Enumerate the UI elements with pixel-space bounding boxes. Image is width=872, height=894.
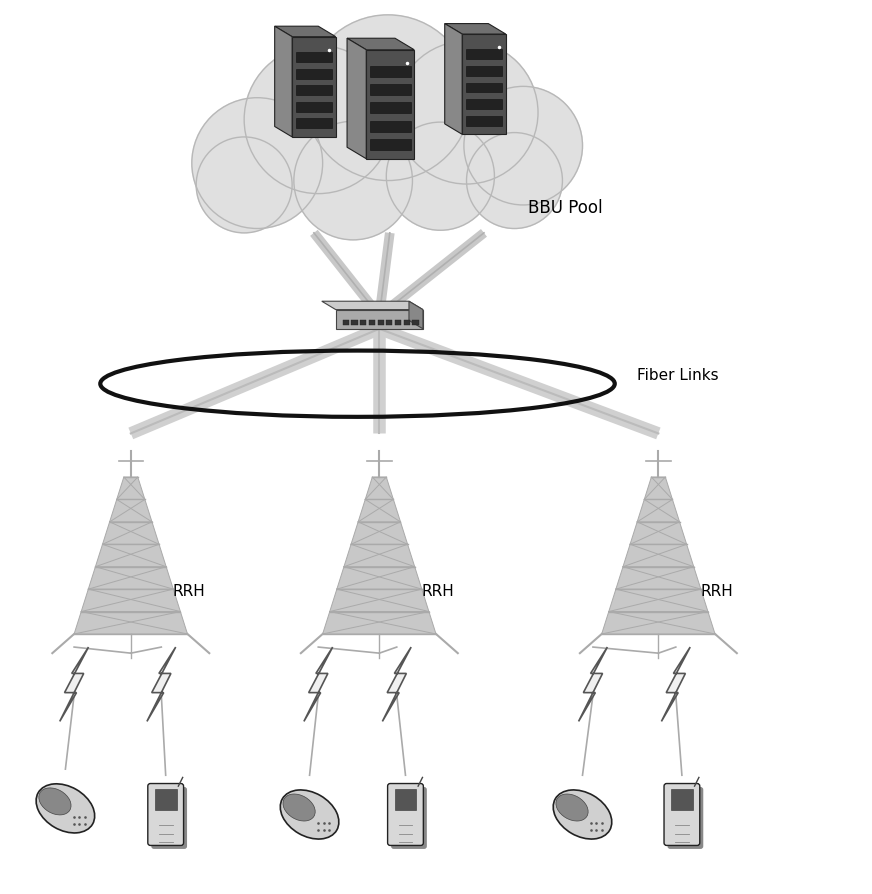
Bar [296,103,332,113]
Polygon shape [347,39,414,51]
Text: Fiber Links: Fiber Links [637,368,719,383]
Circle shape [386,123,494,231]
Bar [386,321,392,326]
Polygon shape [358,500,400,522]
Polygon shape [365,477,393,500]
Circle shape [244,46,392,194]
Circle shape [192,98,323,229]
Polygon shape [292,38,336,138]
Bar [370,139,411,151]
Polygon shape [366,51,414,159]
Polygon shape [303,647,333,721]
Polygon shape [347,39,366,159]
Bar [378,321,384,326]
Polygon shape [330,589,429,611]
Polygon shape [662,647,691,721]
Polygon shape [74,611,187,634]
Circle shape [196,138,292,233]
Polygon shape [275,27,292,138]
Bar [296,70,332,80]
Polygon shape [344,544,415,567]
Bar [466,83,502,93]
Polygon shape [609,589,708,611]
Polygon shape [88,567,174,589]
FancyBboxPatch shape [664,784,700,846]
Circle shape [395,42,538,185]
Polygon shape [637,500,679,522]
Polygon shape [616,567,701,589]
Polygon shape [445,24,462,135]
Bar [296,119,332,129]
Polygon shape [81,589,181,611]
FancyBboxPatch shape [387,784,424,846]
Text: RRH: RRH [173,583,206,598]
Polygon shape [322,302,423,310]
Polygon shape [644,477,672,500]
FancyBboxPatch shape [147,784,183,846]
Text: RRH: RRH [421,583,454,598]
Circle shape [294,122,412,240]
Ellipse shape [283,794,315,821]
Polygon shape [117,477,145,500]
Bar [155,789,176,810]
FancyBboxPatch shape [668,787,704,849]
Bar [351,321,358,326]
Polygon shape [95,544,167,567]
Bar [466,100,502,110]
Polygon shape [630,522,686,544]
Ellipse shape [553,790,612,839]
Polygon shape [337,567,422,589]
Text: BBU Pool: BBU Pool [528,198,603,216]
Polygon shape [445,24,506,35]
Circle shape [467,133,562,229]
Bar [466,50,502,60]
Bar [296,53,332,63]
Circle shape [464,88,582,206]
Polygon shape [275,27,336,38]
FancyBboxPatch shape [391,787,427,849]
Bar [370,85,411,96]
Ellipse shape [556,794,588,821]
Bar [360,321,366,326]
Polygon shape [351,522,407,544]
Polygon shape [336,310,423,329]
Bar [466,116,502,126]
Text: RRH: RRH [700,583,733,598]
Bar [404,321,410,326]
Polygon shape [59,647,89,721]
Bar [395,321,401,326]
Polygon shape [382,647,412,721]
Polygon shape [323,611,436,634]
Bar [394,789,417,810]
Ellipse shape [36,784,95,833]
Polygon shape [103,522,159,544]
Bar [369,321,375,326]
FancyBboxPatch shape [152,787,187,849]
Bar [370,122,411,132]
Polygon shape [623,544,694,567]
Bar [466,67,502,77]
Bar [343,321,349,326]
Ellipse shape [39,788,71,815]
Polygon shape [409,302,423,329]
Bar [370,104,411,114]
Polygon shape [579,647,607,721]
Bar [296,86,332,96]
Polygon shape [602,611,715,634]
Bar [412,321,419,326]
Polygon shape [110,500,152,522]
Ellipse shape [280,790,339,839]
Circle shape [305,16,471,181]
Bar [671,789,693,810]
Polygon shape [146,647,176,721]
Bar [370,67,411,78]
Polygon shape [462,35,506,135]
